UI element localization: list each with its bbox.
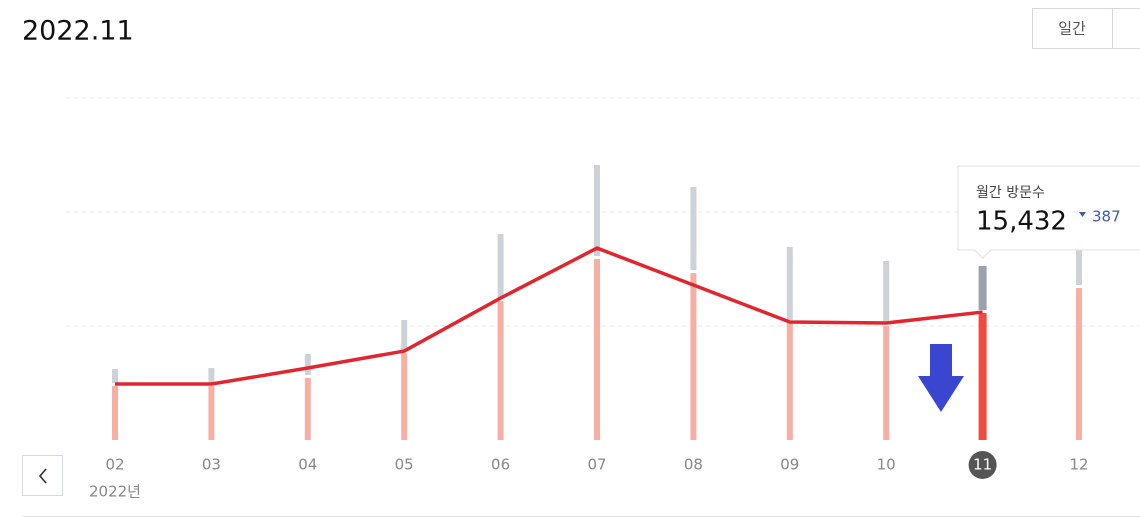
selected-marker [968, 451, 997, 479]
bar-segment [1076, 288, 1082, 440]
bar-segment [497, 301, 504, 440]
prev-button[interactable] [22, 455, 63, 496]
bar-segment [594, 259, 600, 440]
bar-segment [304, 377, 311, 440]
bar-segment [786, 246, 793, 321]
bar-segment [401, 353, 408, 440]
x-tick-label: 09 [780, 456, 799, 474]
bar-segment [978, 313, 987, 440]
year-label: 2022년 [89, 483, 141, 501]
tooltip-value: 15,432 [976, 207, 1067, 237]
weekly-button[interactable] [1112, 8, 1140, 49]
change-icon [1079, 212, 1086, 217]
x-tick-label: 08 [684, 456, 703, 474]
bar-segment [690, 273, 697, 440]
line [115, 246, 983, 386]
x-tick-label: 02 [105, 456, 124, 474]
prev-icon [38, 468, 47, 484]
x-tick-label: 10 [877, 456, 896, 474]
x-tick-label: 05 [395, 456, 414, 474]
bar-segment [883, 326, 890, 440]
x-tick-label: 11 [973, 456, 992, 474]
plot: 02 03 04 05 06 07 08 09 10 11 12 [66, 97, 1140, 479]
bar-segment [978, 266, 987, 311]
bar-segment [208, 368, 215, 384]
bar-segment [112, 369, 118, 384]
daily-button[interactable] [1032, 8, 1113, 49]
x-tick-label: 03 [202, 456, 221, 474]
bar-segment [208, 386, 215, 440]
tooltip-label: 월간 방문수 [976, 185, 1045, 201]
x-tick-label: 07 [587, 456, 606, 474]
bar-segment [112, 386, 118, 440]
bar-segment [401, 320, 408, 351]
x-tick-label: 12 [1069, 456, 1088, 474]
bar-segment [497, 234, 504, 299]
tooltip-box [957, 165, 1140, 259]
daily-button-label[interactable]: 일간 [1058, 20, 1086, 38]
bar-segment [883, 260, 890, 324]
bar-segment [690, 187, 697, 271]
bar-segment [304, 354, 311, 375]
tooltip-change: 387 [1092, 208, 1121, 226]
chart-title: 2022.11 [22, 16, 134, 47]
bar-segment [594, 164, 600, 257]
bar-segment [1076, 240, 1082, 286]
x-tick-label: 04 [298, 456, 317, 474]
bar-segment [786, 323, 793, 440]
x-tick-label: 06 [491, 456, 510, 474]
arrow-icon [918, 344, 964, 412]
